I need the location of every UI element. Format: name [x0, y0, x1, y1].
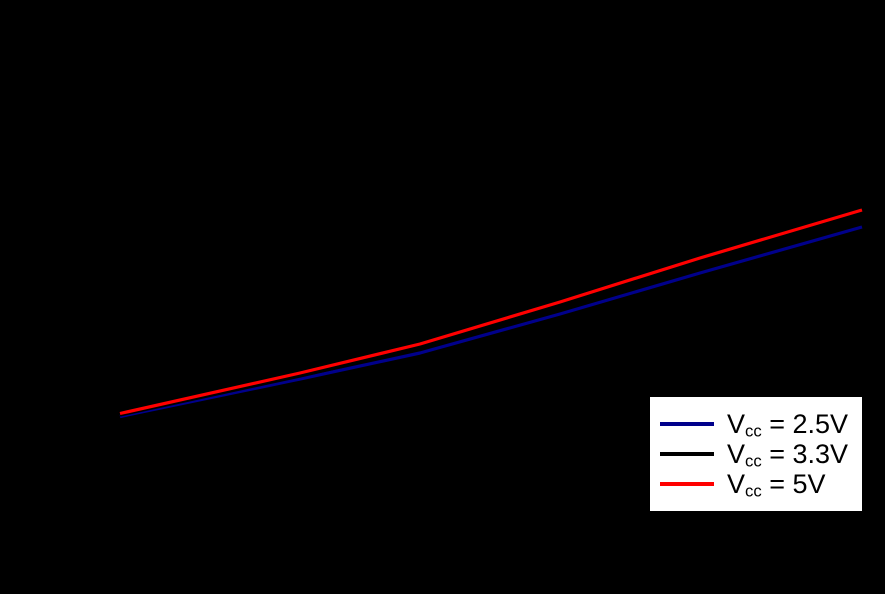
legend-label: Vcc = 3.3V [727, 438, 849, 471]
series-line-2 [119, 208, 863, 416]
legend-swatch-line [660, 422, 714, 426]
legend-entry: Vcc = 2.5V [660, 409, 858, 439]
series-line-1 [119, 216, 863, 417]
legend-entry: Vcc = 5V [660, 469, 858, 499]
legend-swatch-line [660, 482, 714, 486]
legend-entry: Vcc = 3.3V [660, 439, 858, 469]
legend: Vcc = 2.5V Vcc = 3.3V Vcc = 5V [648, 395, 864, 513]
series-line-0 [119, 225, 863, 419]
legend-label: Vcc = 5V [727, 468, 826, 501]
legend-label-symbol: V [727, 408, 746, 439]
legend-label-subscript: cc [745, 451, 762, 471]
legend-swatch-line [660, 452, 714, 456]
legend-label-symbol: V [727, 438, 746, 469]
legend-label-symbol: V [727, 468, 746, 499]
legend-label-subscript: cc [745, 421, 762, 441]
legend-label-subscript: cc [745, 481, 762, 501]
legend-label-value: = 2.5V [761, 408, 849, 439]
legend-label: Vcc = 2.5V [727, 408, 849, 441]
legend-label-value: = 3.3V [761, 438, 849, 469]
legend-label-value: = 5V [761, 468, 826, 499]
